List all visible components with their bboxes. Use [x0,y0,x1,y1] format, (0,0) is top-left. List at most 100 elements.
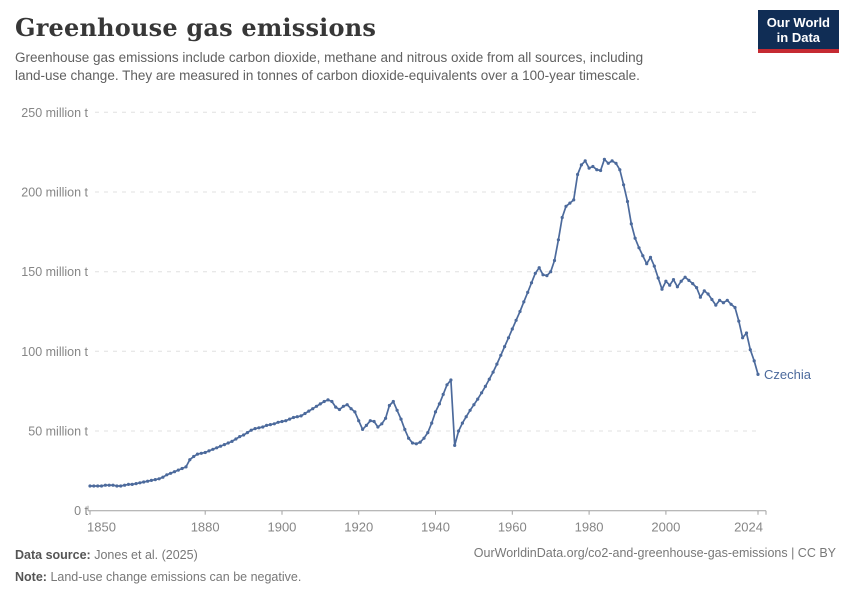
data-point[interactable] [445,383,449,387]
data-point[interactable] [345,403,349,407]
data-point[interactable] [648,255,653,259]
data-point[interactable] [226,441,230,445]
data-point[interactable] [460,421,464,425]
data-point[interactable] [418,440,422,444]
data-point[interactable] [410,441,415,445]
data-point[interactable] [272,422,276,426]
data-point[interactable] [537,266,541,270]
data-point[interactable] [222,443,226,447]
data-point[interactable] [656,276,660,280]
data-point[interactable] [526,290,530,294]
data-point[interactable] [203,450,207,455]
data-point[interactable] [718,298,722,302]
data-point[interactable] [165,473,169,477]
data-point[interactable] [552,258,557,263]
data-point[interactable] [218,444,223,448]
data-point[interactable] [96,484,100,488]
data-point[interactable] [414,442,418,446]
data-point[interactable] [364,423,368,427]
data-point[interactable] [564,204,568,208]
data-point[interactable] [249,428,253,432]
data-point[interactable] [357,419,361,423]
series-label-czechia[interactable]: Czechia [764,367,812,382]
data-point[interactable] [687,278,691,282]
data-point[interactable] [172,470,177,474]
data-point[interactable] [637,246,641,250]
data-point[interactable] [384,416,388,420]
data-point[interactable] [391,399,395,404]
data-point[interactable] [303,411,307,416]
data-point[interactable] [625,199,630,204]
data-point[interactable] [322,399,326,404]
data-point[interactable] [376,425,380,429]
data-point[interactable] [748,348,752,352]
data-point[interactable] [134,482,138,486]
data-point[interactable] [245,431,249,435]
data-point[interactable] [675,285,680,289]
data-point[interactable] [457,429,461,433]
data-point[interactable] [614,161,618,165]
data-point[interactable] [311,407,315,411]
data-point[interactable] [149,478,153,482]
data-point[interactable] [188,458,192,462]
data-point[interactable] [541,273,545,277]
data-point[interactable] [153,478,157,482]
data-point[interactable] [126,482,130,486]
data-point[interactable] [276,420,280,424]
data-point[interactable] [721,301,726,305]
data-point[interactable] [706,292,710,296]
data-point[interactable] [99,484,104,488]
data-point[interactable] [399,417,403,421]
data-point[interactable] [361,427,365,431]
data-point[interactable] [476,397,480,401]
data-point[interactable] [184,465,188,469]
data-point[interactable] [464,415,468,419]
data-point[interactable] [291,415,296,420]
data-point[interactable] [341,404,345,408]
data-point[interactable] [468,408,472,412]
data-point[interactable] [499,353,503,357]
data-point[interactable] [587,166,591,170]
data-point[interactable] [107,483,111,487]
data-point[interactable] [710,297,714,302]
data-point[interactable] [610,159,614,163]
data-point[interactable] [257,426,261,430]
data-point[interactable] [702,289,706,293]
data-point[interactable] [242,433,246,437]
data-point[interactable] [157,477,161,481]
data-point[interactable] [238,435,242,439]
data-point[interactable] [560,215,564,220]
data-point[interactable] [430,421,434,425]
data-point[interactable] [123,483,127,487]
data-point[interactable] [533,271,537,275]
data-point[interactable] [522,300,526,304]
data-point[interactable] [514,318,518,322]
data-point[interactable] [334,405,338,409]
data-point[interactable] [138,481,142,485]
data-point[interactable] [668,283,672,287]
data-point[interactable] [403,427,407,431]
data-point[interactable] [387,403,391,408]
data-point[interactable] [729,302,733,306]
data-point[interactable] [691,282,695,286]
data-point[interactable] [595,168,599,172]
data-point[interactable] [683,275,687,279]
data-point[interactable] [506,336,511,340]
data-point[interactable] [437,402,441,406]
owid-logo[interactable]: Our World in Data [757,10,839,53]
data-point[interactable] [169,471,173,475]
data-point[interactable] [641,254,645,258]
data-point[interactable] [234,437,238,441]
data-point[interactable] [622,183,626,187]
data-point[interactable] [568,201,572,205]
data-point[interactable] [337,407,342,412]
data-point[interactable] [330,399,334,404]
data-point[interactable] [211,447,215,451]
data-point[interactable] [380,422,384,426]
data-point[interactable] [741,336,745,340]
data-point[interactable] [426,431,430,435]
data-point[interactable] [92,484,96,488]
data-point[interactable] [660,287,664,291]
data-point[interactable] [591,164,595,169]
